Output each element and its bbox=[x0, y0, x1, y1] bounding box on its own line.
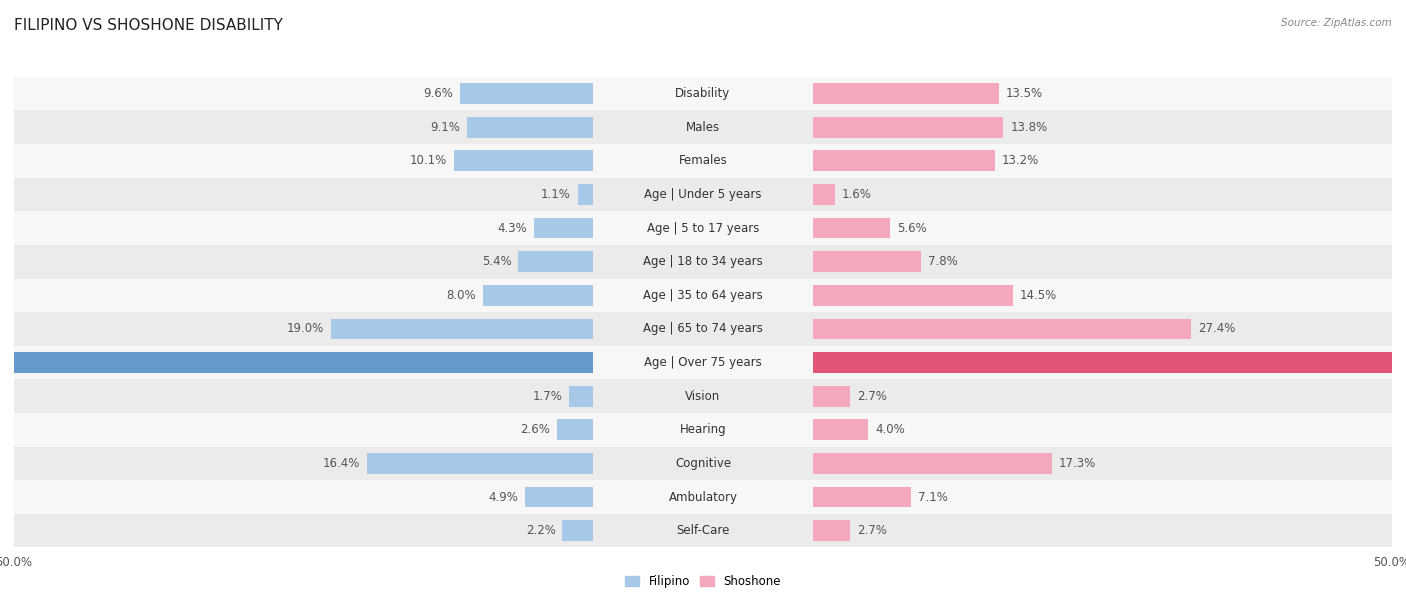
Text: Females: Females bbox=[679, 154, 727, 167]
Bar bbox=[14, 514, 1392, 548]
Text: Age | 65 to 74 years: Age | 65 to 74 years bbox=[643, 323, 763, 335]
Bar bbox=[813, 352, 1406, 373]
Text: 4.9%: 4.9% bbox=[488, 490, 519, 504]
Text: 14.5%: 14.5% bbox=[1019, 289, 1057, 302]
Bar bbox=[578, 184, 593, 205]
Bar bbox=[14, 278, 1392, 312]
Text: Ambulatory: Ambulatory bbox=[668, 490, 738, 504]
Bar bbox=[467, 117, 593, 138]
Text: 1.7%: 1.7% bbox=[533, 390, 562, 403]
Text: 4.3%: 4.3% bbox=[496, 222, 527, 234]
Text: FILIPINO VS SHOSHONE DISABILITY: FILIPINO VS SHOSHONE DISABILITY bbox=[14, 18, 283, 34]
Text: Vision: Vision bbox=[685, 390, 721, 403]
Text: Age | Over 75 years: Age | Over 75 years bbox=[644, 356, 762, 369]
Bar bbox=[813, 386, 851, 406]
Bar bbox=[14, 110, 1392, 144]
Bar bbox=[330, 318, 593, 339]
Bar bbox=[557, 419, 593, 440]
Bar bbox=[519, 252, 593, 272]
Text: Self-Care: Self-Care bbox=[676, 524, 730, 537]
Bar bbox=[533, 218, 593, 239]
Bar bbox=[482, 285, 593, 306]
Bar bbox=[14, 211, 1392, 245]
Bar bbox=[14, 245, 1392, 278]
Text: Cognitive: Cognitive bbox=[675, 457, 731, 470]
Bar bbox=[14, 480, 1392, 514]
Text: Age | 5 to 17 years: Age | 5 to 17 years bbox=[647, 222, 759, 234]
Bar bbox=[461, 83, 593, 104]
Text: 2.2%: 2.2% bbox=[526, 524, 555, 537]
Text: Source: ZipAtlas.com: Source: ZipAtlas.com bbox=[1281, 18, 1392, 28]
Bar bbox=[569, 386, 593, 406]
Text: 17.3%: 17.3% bbox=[1059, 457, 1095, 470]
Bar bbox=[14, 76, 1392, 110]
Text: 5.6%: 5.6% bbox=[897, 222, 927, 234]
Bar bbox=[562, 520, 593, 541]
Bar bbox=[14, 312, 1392, 346]
Bar bbox=[813, 453, 1052, 474]
Text: 13.5%: 13.5% bbox=[1007, 87, 1043, 100]
Bar bbox=[14, 346, 1392, 379]
Bar bbox=[813, 151, 995, 171]
Text: 1.6%: 1.6% bbox=[842, 188, 872, 201]
Text: 13.8%: 13.8% bbox=[1011, 121, 1047, 134]
Bar bbox=[0, 352, 593, 373]
Bar bbox=[14, 144, 1392, 177]
Bar bbox=[14, 413, 1392, 447]
Bar bbox=[813, 419, 869, 440]
Bar bbox=[813, 83, 1000, 104]
Text: 2.6%: 2.6% bbox=[520, 424, 550, 436]
Text: 13.2%: 13.2% bbox=[1002, 154, 1039, 167]
Text: 8.0%: 8.0% bbox=[446, 289, 475, 302]
Bar bbox=[813, 285, 1012, 306]
Bar bbox=[813, 487, 911, 507]
Text: Age | 35 to 64 years: Age | 35 to 64 years bbox=[643, 289, 763, 302]
Text: 16.4%: 16.4% bbox=[322, 457, 360, 470]
Text: 27.4%: 27.4% bbox=[1198, 323, 1234, 335]
Text: Males: Males bbox=[686, 121, 720, 134]
Text: Age | Under 5 years: Age | Under 5 years bbox=[644, 188, 762, 201]
Text: 7.8%: 7.8% bbox=[928, 255, 957, 268]
Text: 2.7%: 2.7% bbox=[858, 524, 887, 537]
Legend: Filipino, Shoshone: Filipino, Shoshone bbox=[620, 570, 786, 592]
Bar bbox=[813, 520, 851, 541]
Bar bbox=[813, 318, 1191, 339]
Text: 9.6%: 9.6% bbox=[423, 87, 454, 100]
Bar bbox=[813, 117, 1004, 138]
Text: Age | 18 to 34 years: Age | 18 to 34 years bbox=[643, 255, 763, 268]
Bar bbox=[14, 177, 1392, 211]
Text: 2.7%: 2.7% bbox=[858, 390, 887, 403]
Text: 10.1%: 10.1% bbox=[409, 154, 447, 167]
Text: 5.4%: 5.4% bbox=[482, 255, 512, 268]
Text: Disability: Disability bbox=[675, 87, 731, 100]
Text: 19.0%: 19.0% bbox=[287, 323, 323, 335]
Bar bbox=[454, 151, 593, 171]
Bar bbox=[367, 453, 593, 474]
Bar bbox=[14, 379, 1392, 413]
Text: Hearing: Hearing bbox=[679, 424, 727, 436]
Bar bbox=[813, 218, 890, 239]
Bar bbox=[813, 252, 921, 272]
Text: 9.1%: 9.1% bbox=[430, 121, 461, 134]
Bar bbox=[14, 447, 1392, 480]
Text: 7.1%: 7.1% bbox=[918, 490, 948, 504]
Bar bbox=[526, 487, 593, 507]
Text: 4.0%: 4.0% bbox=[875, 424, 905, 436]
Bar bbox=[813, 184, 835, 205]
Text: 1.1%: 1.1% bbox=[541, 188, 571, 201]
